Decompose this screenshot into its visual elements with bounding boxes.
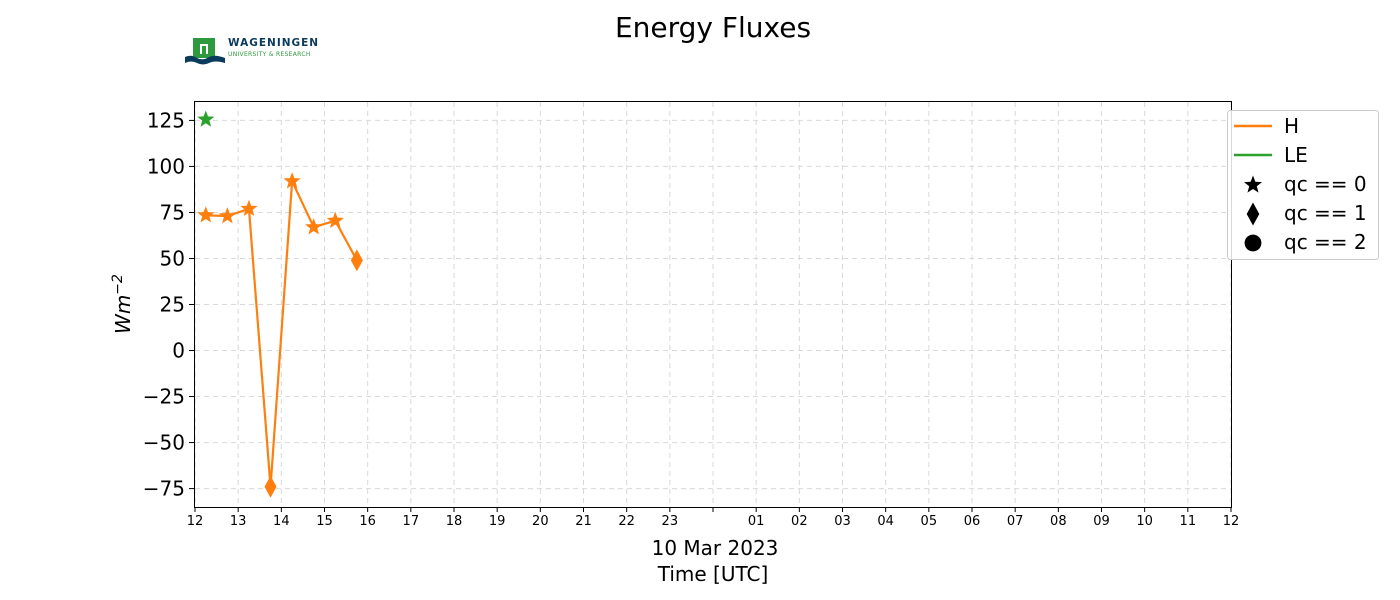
x-tick-label: 19 xyxy=(489,514,506,529)
y-tick-label: 25 xyxy=(160,293,185,317)
x-tick-label: 20 xyxy=(532,514,549,529)
x-tick-label: 18 xyxy=(446,514,463,529)
x-tick-label: 03 xyxy=(834,514,851,529)
data-point-h xyxy=(264,475,277,498)
series-line-h xyxy=(205,180,358,488)
y-axis-label: Wm−2 xyxy=(110,274,135,334)
x-tick-label: 23 xyxy=(662,514,679,529)
x-tick-label: 07 xyxy=(1007,514,1024,529)
x-tick-label: 14 xyxy=(273,514,290,529)
x-axis: 12 13 14 15 16 17 18 19 20 21 22 23 01 02 03 04 05 06 07 08… xyxy=(187,507,1240,529)
data-point-h xyxy=(218,207,236,224)
x-tick-label: 17 xyxy=(403,514,420,529)
x-tick-label: 15 xyxy=(316,514,333,529)
data-point-le xyxy=(197,110,215,127)
x-tick-label: 09 xyxy=(1093,514,1110,529)
legend-label: H xyxy=(1284,114,1299,138)
data-point-h xyxy=(326,211,344,229)
y-axis-label-exponent: −2 xyxy=(110,274,126,295)
data-point-h xyxy=(350,249,363,272)
series-layer xyxy=(197,110,363,498)
legend: H LE qc == 0 qc == 1 qc == 2 xyxy=(1227,110,1379,260)
x-tick-label: 11 xyxy=(1180,514,1197,529)
logo-subtitle: UNIVERSITY & RESEARCH xyxy=(228,51,311,58)
legend-label: qc == 2 xyxy=(1284,230,1367,254)
legend-label: qc == 0 xyxy=(1284,172,1367,196)
y-tick-label: 125 xyxy=(147,108,185,132)
y-tick-label: 75 xyxy=(160,200,185,224)
x-tick-label: 22 xyxy=(618,514,635,529)
y-tick-label: −50 xyxy=(143,431,185,455)
legend-marker xyxy=(1246,202,1260,226)
x-tick-label: 16 xyxy=(359,514,376,529)
legend-label: qc == 1 xyxy=(1284,201,1367,225)
data-point-h xyxy=(197,206,215,223)
chart-title: Energy Fluxes xyxy=(615,11,811,44)
x-tick-label: 10 xyxy=(1136,514,1153,529)
x-tick-label: 05 xyxy=(921,514,938,529)
wageningen-emblem-icon xyxy=(185,38,225,65)
x-axis-date-label: 10 Mar 2023 xyxy=(652,536,779,560)
y-tick-label: 100 xyxy=(147,154,185,178)
data-point-h xyxy=(305,218,323,235)
y-tick-label: −75 xyxy=(143,477,185,501)
y-tick-label: −25 xyxy=(143,385,185,409)
data-point-h xyxy=(283,172,301,189)
x-axis-label: Time [UTC] xyxy=(657,562,769,586)
x-tick-label: 08 xyxy=(1050,514,1067,529)
y-tick-label: 0 xyxy=(172,339,185,363)
x-tick-label: 06 xyxy=(964,514,981,529)
x-tick-label: 12 xyxy=(1223,514,1240,529)
legend-label: LE xyxy=(1284,143,1308,167)
x-tick-label: 04 xyxy=(877,514,894,529)
x-tick-label: 12 xyxy=(187,514,204,529)
logo-wordmark: WAGENINGEN xyxy=(228,37,320,49)
legend-box xyxy=(1227,110,1379,260)
y-axis-label-base: Wm xyxy=(111,295,135,334)
wageningen-logo: WAGENINGEN UNIVERSITY & RESEARCH xyxy=(185,36,335,68)
y-tick-label: 50 xyxy=(160,246,185,270)
data-point-h xyxy=(240,199,258,217)
x-tick-label: 02 xyxy=(791,514,808,529)
x-tick-label: 01 xyxy=(748,514,765,529)
x-tick-label: 13 xyxy=(230,514,247,529)
y-axis: 125 100 75 50 25 0 −25 −50 −75 xyxy=(143,108,195,501)
x-tick-label: 21 xyxy=(575,514,592,529)
legend-marker xyxy=(1244,175,1262,193)
legend-marker xyxy=(1244,234,1262,252)
grid xyxy=(194,102,1232,507)
